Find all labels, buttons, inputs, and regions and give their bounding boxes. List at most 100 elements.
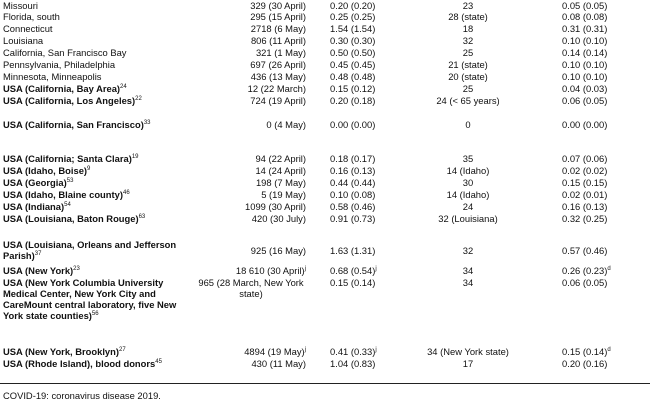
rate-cell: 0.48 (0.48): [330, 71, 376, 82]
rate-cell: 0.00 (0.00): [330, 119, 376, 130]
deaths-cell: 0 (4 May): [266, 119, 306, 130]
ifr-cell: 0.10 (0.10): [562, 59, 608, 70]
ifr-cell: 0.04 (0.03): [562, 83, 608, 94]
ifr-cell: 0.14 (0.14): [562, 47, 608, 58]
age-cell: 25: [462, 47, 474, 58]
age-cell: 23: [462, 0, 474, 11]
rate-cell: 1.63 (1.31): [330, 245, 376, 256]
deaths-cell: 2718 (6 May): [250, 23, 306, 34]
location-cell: Minnesota, Minneapolis: [3, 71, 102, 82]
deaths-cell: 329 (30 April): [250, 0, 306, 11]
age-cell: 30: [462, 177, 474, 188]
deaths-cell: 724 (19 April): [250, 95, 306, 106]
location-cell: Missouri: [3, 0, 38, 11]
ifr-cell: 0.32 (0.25): [562, 213, 608, 224]
rate-cell: 0.20 (0.18): [330, 95, 376, 106]
location-cell: USA (California, Bay Area)24: [3, 83, 127, 94]
rate-cell: 1.04 (0.83): [330, 358, 376, 369]
ifr-cell: 0.20 (0.16): [562, 358, 608, 369]
age-cell: 25: [462, 83, 474, 94]
location-cell: USA (Georgia)53: [3, 177, 74, 188]
deaths-cell: 12 (22 March): [247, 83, 306, 94]
deaths-cell: 806 (11 April): [250, 35, 306, 46]
deaths-cell: 965 (28 March, New York state): [198, 277, 304, 299]
ifr-cell: 0.15 (0.15): [562, 177, 608, 188]
location-cell: USA (California, Los Angeles)22: [3, 95, 142, 106]
rate-cell: 0.18 (0.17): [330, 153, 376, 164]
age-cell: 34: [462, 265, 474, 276]
age-cell: 17: [462, 358, 474, 369]
rate-cell: 0.10 (0.08): [330, 189, 376, 200]
age-cell: 34 (New York state): [427, 346, 509, 357]
ifr-cell: 0.07 (0.06): [562, 153, 608, 164]
ifr-cell: 0.05 (0.05): [562, 0, 608, 11]
rate-cell: 0.91 (0.73): [330, 213, 376, 224]
age-cell: 24: [462, 201, 474, 212]
table-footnote: COVID-19: coronavirus disease 2019.: [3, 390, 161, 401]
ifr-cell: 0.16 (0.13): [562, 201, 608, 212]
location-cell: USA (Rhode Island), blood donors45: [3, 358, 162, 369]
location-cell: Connecticut: [3, 23, 53, 34]
deaths-cell: 94 (22 April): [255, 153, 306, 164]
location-cell: USA (Idaho, Blaine county)46: [3, 189, 130, 200]
ifr-cell: 0.02 (0.02): [562, 165, 608, 176]
location-cell: USA (New York Columbia University Medica…: [3, 277, 177, 321]
location-cell: Florida, south: [3, 11, 60, 22]
location-cell: USA (California; Santa Clara)19: [3, 153, 139, 164]
rate-cell: 0.15 (0.14): [330, 277, 376, 288]
location-cell: USA (California, San Francisco)33: [3, 119, 151, 130]
ifr-cell: 0.10 (0.10): [562, 35, 608, 46]
age-cell: 21 (state): [448, 59, 488, 70]
location-cell: Louisiana: [3, 35, 44, 46]
age-cell: 32: [462, 35, 474, 46]
deaths-cell: 295 (15 April): [250, 11, 306, 22]
rate-cell: 0.58 (0.46): [330, 201, 376, 212]
age-cell: 35: [462, 153, 474, 164]
age-cell: 32: [462, 245, 474, 256]
deaths-cell: 925 (16 May): [250, 245, 306, 256]
age-cell: 32 (Louisiana): [438, 213, 498, 224]
location-cell: USA (New York)23: [3, 265, 80, 276]
deaths-cell: 4894 (19 May)j: [244, 346, 306, 357]
deaths-cell: 430 (11 May): [251, 358, 306, 369]
location-cell: California, San Francisco Bay: [3, 47, 127, 58]
age-cell: 14 (Idaho): [446, 165, 490, 176]
location-cell: USA (Idaho, Boise)9: [3, 165, 91, 176]
deaths-cell: 198 (7 May): [255, 177, 306, 188]
rate-cell: 0.20 (0.20): [330, 0, 376, 11]
ifr-cell: 0.10 (0.10): [562, 71, 608, 82]
ifr-cell: 0.15 (0.14)d: [562, 346, 611, 357]
deaths-cell: 1099 (30 April): [245, 201, 306, 212]
location-cell: USA (New York, Brooklyn)27: [3, 346, 126, 357]
age-cell: 14 (Idaho): [446, 189, 490, 200]
rate-cell: 1.54 (1.54): [330, 23, 376, 34]
rate-cell: 0.44 (0.44): [330, 177, 376, 188]
location-cell: Pennsylvania, Philadelphia: [3, 59, 116, 70]
age-cell: 24 (< 65 years): [436, 95, 500, 106]
deaths-cell: 436 (13 May): [250, 71, 306, 82]
ifr-cell: 0.26 (0.23)d: [562, 265, 611, 276]
location-cell: USA (Louisiana, Orleans and Jefferson Pa…: [3, 239, 177, 261]
ifr-cell: 0.00 (0.00): [562, 119, 608, 130]
rate-cell: 0.45 (0.45): [330, 59, 376, 70]
ifr-cell: 0.08 (0.08): [562, 11, 608, 22]
rate-cell: 0.15 (0.12): [330, 83, 376, 94]
deaths-cell: 697 (26 April): [250, 59, 306, 70]
rate-cell: 0.25 (0.25): [330, 11, 376, 22]
table-bottom-rule: [0, 383, 650, 384]
rate-cell: 0.30 (0.30): [330, 35, 376, 46]
ifr-cell: 0.06 (0.05): [562, 277, 608, 288]
deaths-cell: 321 (1 May): [255, 47, 306, 58]
ifr-cell: 0.06 (0.05): [562, 95, 608, 106]
rate-cell: 0.16 (0.13): [330, 165, 376, 176]
deaths-cell: 14 (24 April): [255, 165, 306, 176]
ifr-cell: 0.57 (0.46): [562, 245, 608, 256]
age-cell: 20 (state): [448, 71, 488, 82]
deaths-cell: 18 610 (30 April)j: [235, 265, 306, 276]
location-cell: USA (Louisiana, Baton Rouge)63: [3, 213, 146, 224]
age-cell: 0: [465, 119, 471, 130]
rate-cell: 0.41 (0.33)j: [330, 346, 377, 357]
age-cell: 34: [462, 277, 474, 288]
deaths-cell: 420 (30 July): [251, 213, 306, 224]
deaths-cell: 5 (19 May): [261, 189, 306, 200]
